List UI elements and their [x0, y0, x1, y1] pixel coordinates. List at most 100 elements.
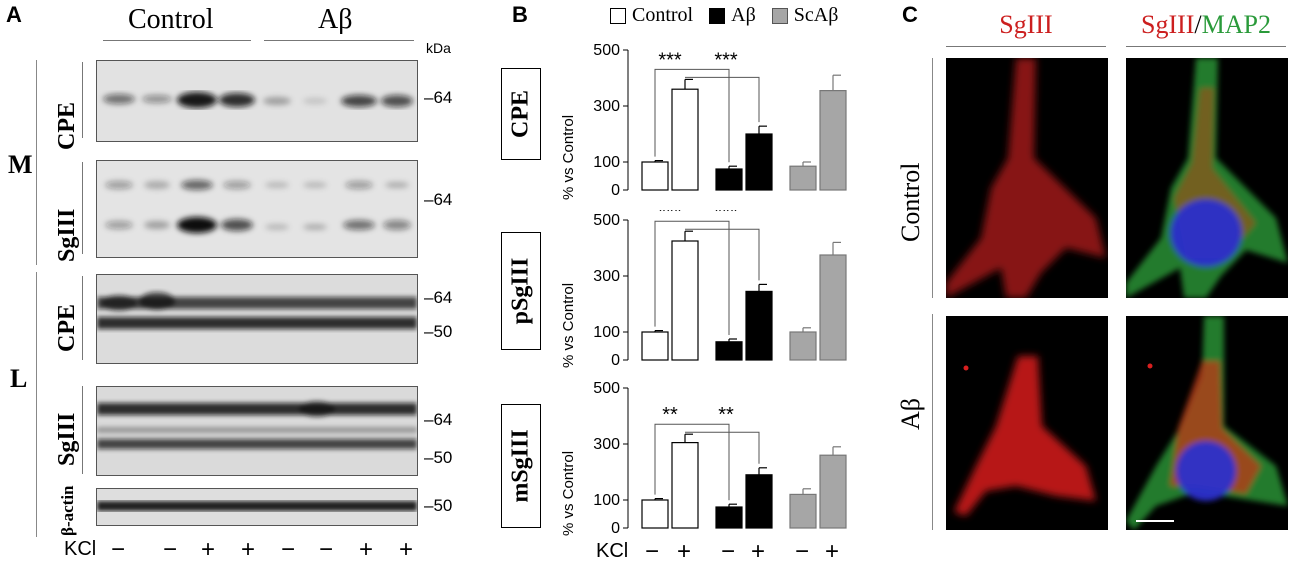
row-bracket-control [932, 58, 933, 298]
y-tick-label: 300 [593, 436, 620, 453]
kcl-mark: − [110, 536, 125, 563]
kcl-mark-b: + [676, 538, 691, 565]
legend-label-control: Control [632, 4, 694, 26]
y-tick-label: 500 [593, 380, 620, 397]
row-label-abeta: Aβ [896, 397, 925, 430]
blot-cpe-l [96, 274, 418, 364]
significance-bracket [685, 228, 760, 281]
micrograph-control-merge [1126, 58, 1288, 298]
blot-bracket [82, 62, 83, 138]
significance-bracket [685, 423, 730, 501]
blot-label-bactin: β-actin [58, 485, 77, 536]
row-m-bracket [36, 60, 37, 265]
significance-bracket [685, 431, 760, 464]
col-title-underline [946, 46, 1106, 47]
bar-0 [641, 499, 669, 529]
legend-swatch-abeta [709, 7, 726, 24]
y-tick-label: 100 [593, 492, 620, 509]
kcl-mark: + [200, 536, 215, 563]
bar-5 [819, 454, 847, 529]
micrograph-control-sgiii-signal [946, 58, 1106, 298]
blot-sgiii-l [96, 386, 418, 476]
col-title-sgiii: SgIII [999, 10, 1053, 39]
bar-3 [745, 133, 773, 191]
kcl-label-b: KCl [596, 540, 629, 562]
group-control-underline [103, 40, 251, 41]
blot-cpe-l-bands [97, 292, 417, 329]
chart-title-msgiii: mSgIII [507, 429, 534, 503]
micrograph-abeta-sgiii [946, 316, 1108, 530]
mw-marker: –64 [424, 88, 453, 107]
significance-label: *** [658, 49, 682, 71]
bar-0 [641, 331, 669, 361]
bar-2 [715, 341, 743, 361]
legend-swatch-control [610, 7, 626, 24]
y-tick-label: 300 [593, 98, 620, 115]
significance-bracket [654, 68, 685, 157]
kcl-mark: + [398, 536, 413, 563]
panel-c-letter: C [902, 2, 918, 27]
kcl-mark-b: + [824, 538, 839, 565]
kcl-mark-b: − [644, 538, 659, 565]
bar-5 [819, 254, 847, 361]
row-bracket-abeta [932, 314, 933, 530]
y-axis-label-msgiii: % vs Control [560, 450, 577, 536]
y-axis-label-psgiii: % vs Control [560, 282, 577, 368]
row-l-label: L [10, 364, 28, 393]
micrograph-abeta-merge [1126, 316, 1288, 530]
chart-legend: Control Aβ ScAβ [610, 4, 838, 27]
micrograph-control-merge-signal [1126, 58, 1288, 298]
row-m-label: M [8, 150, 33, 179]
significance-bracket [685, 68, 730, 163]
chart-title-box-psgiii: pSgIII [501, 232, 541, 350]
bar-1 [671, 88, 699, 191]
blot-label-sgiii-l: SgIII [54, 412, 80, 466]
chart-title-box-cpe: CPE [501, 68, 541, 160]
chart-title-psgiii: pSgIII [507, 257, 534, 325]
chart-title-cpe: CPE [507, 90, 534, 138]
blot-sgiii-m-bands [105, 180, 411, 233]
col-title-underline [1126, 46, 1286, 47]
significance-label: *** [714, 210, 738, 223]
mw-marker: –50 [424, 448, 453, 467]
y-tick-label: 0 [611, 520, 620, 537]
kcl-mark-b: + [750, 538, 765, 565]
y-tick-label: 0 [611, 182, 620, 199]
legend-label-scabeta: ScAβ [793, 4, 839, 26]
y-tick-label: 0 [611, 352, 620, 369]
legend-swatch-scabeta [771, 7, 788, 24]
bar-3 [745, 474, 773, 529]
blot-bracket [82, 386, 83, 474]
y-tick-label: 500 [593, 212, 620, 229]
significance-label: *** [658, 210, 682, 223]
blot-bracket [82, 162, 83, 254]
bar-4 [789, 165, 817, 191]
kcl-mark: − [318, 536, 333, 563]
kcl-label-a: KCl [64, 538, 97, 560]
bar-chart-msgiii: 500 300 100 0 ** ** [593, 380, 847, 537]
blot-label-cpe-m: CPE [54, 102, 80, 150]
group-control-title: Control [128, 4, 214, 35]
kda-label: kDa [426, 40, 451, 56]
blot-label-cpe-l: CPE [54, 304, 80, 352]
blot-cpe-m [96, 60, 418, 142]
significance-bracket [654, 423, 685, 495]
row-l-bracket [36, 272, 37, 537]
significance-label: *** [714, 49, 738, 71]
bar-4 [789, 331, 817, 361]
mw-marker: –64 [424, 288, 453, 307]
kcl-mark: + [358, 536, 373, 563]
blot-bactin-bands [97, 501, 417, 511]
blot-label-sgiii-m: SgIII [54, 208, 80, 262]
bar-2 [715, 168, 743, 191]
bar-chart-cpe: 500 300 100 0 *** *** [593, 42, 847, 199]
bar-1 [671, 441, 699, 529]
significance-bracket [685, 76, 760, 123]
significance-bracket [654, 220, 685, 327]
kcl-mark-b: − [720, 538, 735, 565]
panel-b-letter: B [512, 2, 528, 27]
bar-1 [671, 240, 699, 361]
bar-5 [819, 89, 847, 191]
significance-label: ** [718, 404, 734, 426]
mw-marker: –50 [424, 322, 453, 341]
